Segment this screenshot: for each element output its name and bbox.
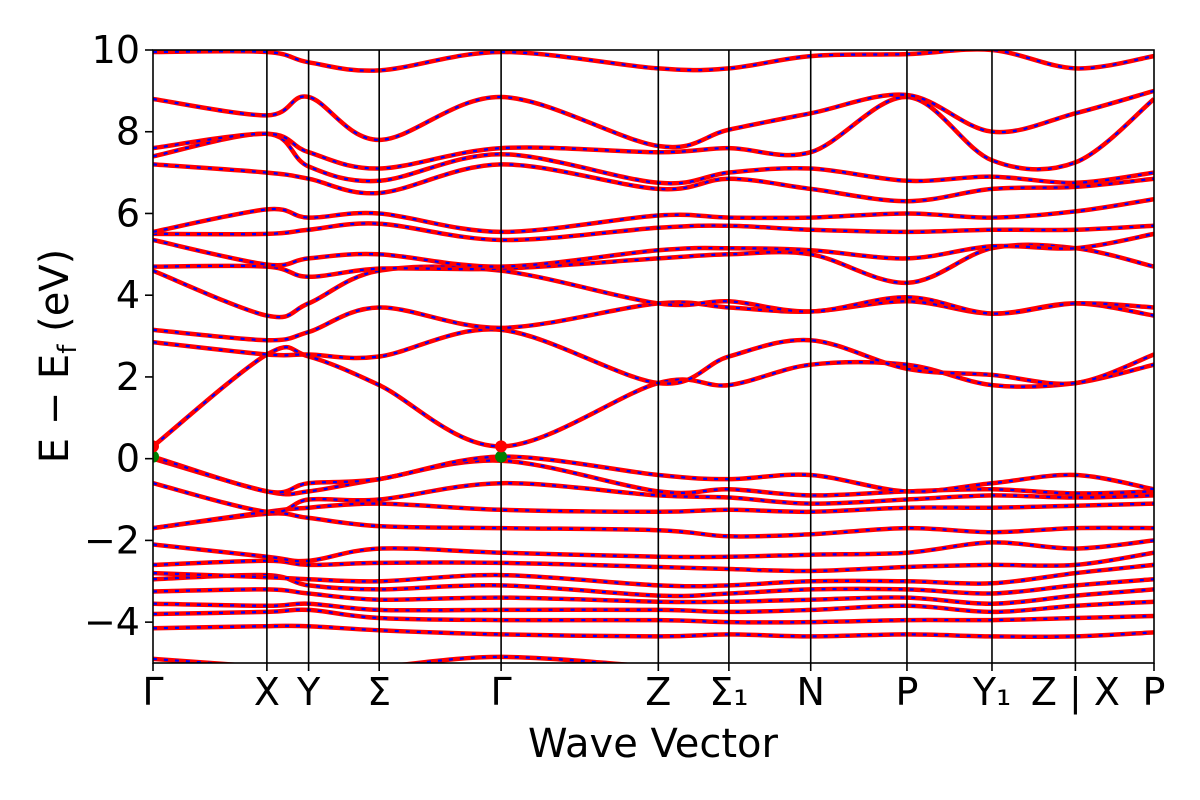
y-axis-title-sub: f	[53, 344, 83, 354]
band-line-26	[153, 50, 1154, 73]
band-overlay-23	[153, 132, 1154, 185]
x-tick-label: P	[895, 670, 918, 714]
degenerate-mark-3	[495, 450, 508, 463]
y-axis-title: E − Ef (eV)	[32, 249, 83, 464]
x-tick-label: X	[254, 670, 280, 714]
x-tick-label: N	[796, 670, 824, 714]
band-overlay-14	[153, 346, 1154, 448]
x-axis-title: Wave Vector	[528, 721, 779, 767]
degenerate-point-marks	[153, 440, 508, 463]
degenerate-mark-1	[153, 450, 159, 463]
plot-frame	[152, 49, 1155, 664]
y-tick-label: 10	[92, 28, 140, 72]
band-line-9	[153, 511, 1154, 539]
band-line-15	[153, 327, 1154, 387]
band-line-25	[153, 88, 1154, 150]
x-tick-label: Σ	[367, 670, 391, 714]
y-tick-label: −4	[84, 600, 140, 644]
high-symmetry-lines	[266, 50, 1077, 663]
y-tick-label: 0	[116, 437, 140, 481]
y-tick-label: 8	[116, 110, 140, 154]
x-tick-label: Γ	[142, 670, 163, 714]
y-tick-label: 6	[116, 191, 140, 235]
y-tick-label: 2	[116, 355, 140, 399]
x-tick-label: Y₁	[972, 670, 1011, 714]
y-tick-label: −2	[84, 518, 140, 562]
band-line-12	[153, 456, 1154, 498]
y-axis-title-unit: (eV)	[32, 249, 78, 345]
degenerate-mark-2	[153, 440, 159, 453]
y-tick-label: 4	[116, 273, 140, 317]
band-line-14	[153, 344, 1154, 449]
band-overlay-17	[153, 265, 1154, 319]
band-line-19	[153, 231, 1154, 269]
band-overlay-13	[153, 455, 1154, 494]
degenerate-mark-4	[495, 440, 508, 453]
y-axis-ticks: −4 −2 0 2 4 6 8 10	[84, 28, 153, 644]
x-tick-label: Z	[645, 670, 671, 714]
bands-layer	[153, 50, 1154, 663]
x-tick-label: Y	[296, 670, 321, 714]
band-line-8	[153, 538, 1154, 564]
band-overlay-25	[153, 89, 1154, 149]
band-line-20	[153, 221, 1154, 243]
x-tick-label: Z | X	[1031, 670, 1120, 715]
y-axis-title-main: E − E	[32, 354, 78, 464]
x-axis-ticks: Γ X Y Σ Γ Z Σ₁ N P Y₁ Z | X P	[142, 663, 1165, 715]
x-tick-label: Γ	[491, 670, 512, 714]
x-tick-label: Σ₁	[709, 670, 748, 714]
band-line-1	[153, 623, 1154, 640]
x-tick-label: P	[1143, 670, 1166, 714]
band-line-13	[153, 454, 1154, 495]
